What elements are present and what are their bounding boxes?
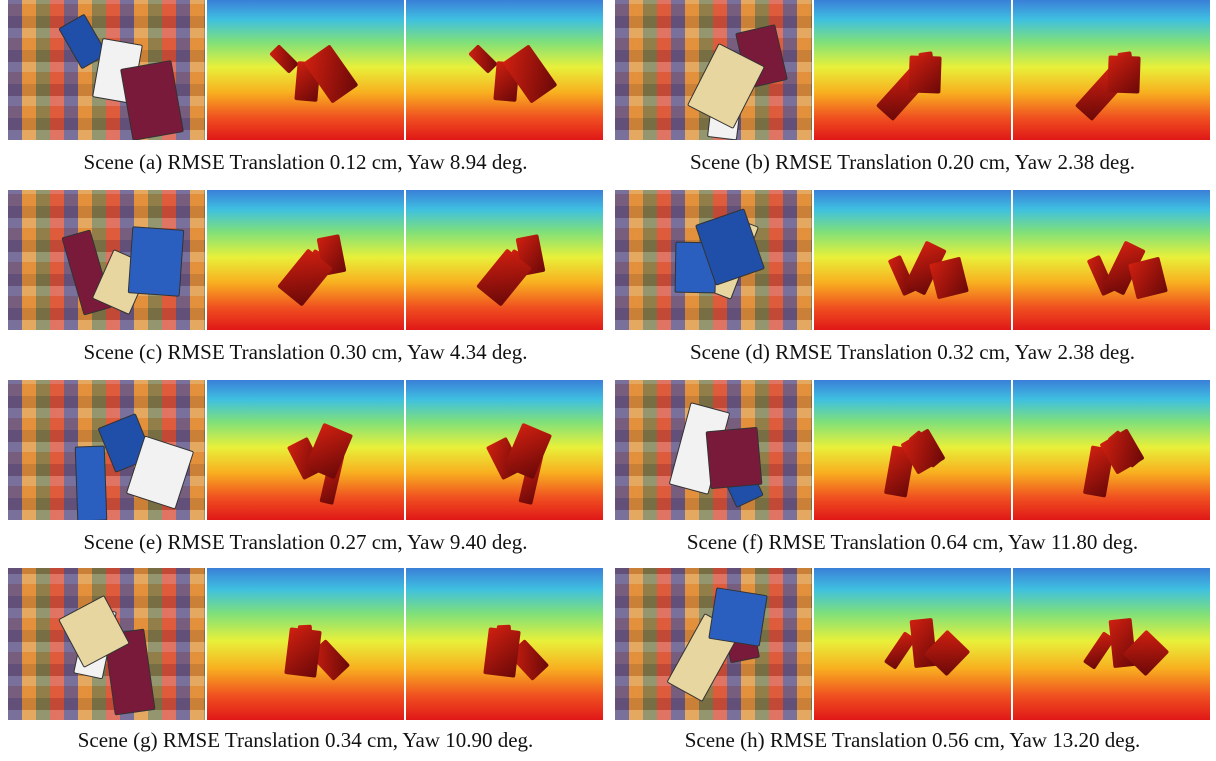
rendered-depth: [1013, 380, 1210, 520]
caption: Scene (h) RMSE Translation 0.56 cm, Yaw …: [684, 728, 1141, 752]
scene-photo: [8, 568, 205, 720]
scene-photo: [615, 380, 812, 520]
caption: Scene (f) RMSE Translation 0.64 cm, Yaw …: [686, 530, 1139, 554]
depth-object: [269, 44, 299, 74]
observed-depth: [814, 0, 1011, 140]
caption: Scene (e) RMSE Translation 0.27 cm, Yaw …: [83, 530, 528, 554]
object: [120, 60, 184, 140]
caption: Scene (a) RMSE Translation 0.12 cm, Yaw …: [83, 150, 528, 174]
caption: Scene (c) RMSE Translation 0.30 cm, Yaw …: [83, 340, 528, 364]
scene-photo: [615, 0, 812, 140]
depth-object: [1107, 55, 1141, 94]
object: [705, 426, 763, 490]
scene-photo: [615, 568, 812, 720]
depth-object: [908, 55, 942, 94]
scene-photo: [615, 190, 812, 330]
caption: Scene (g) RMSE Translation 0.34 cm, Yaw …: [77, 728, 534, 752]
rendered-depth: [1013, 0, 1210, 140]
depth-object: [468, 44, 498, 74]
object: [708, 587, 768, 647]
rendered-depth: [1013, 568, 1210, 720]
rendered-depth: [406, 380, 603, 520]
observed-depth: [207, 0, 404, 140]
rendered-depth: [406, 190, 603, 330]
observed-depth: [207, 190, 404, 330]
scene-photo: [8, 0, 205, 140]
rendered-depth: [406, 0, 603, 140]
observed-depth: [207, 380, 404, 520]
scene-photo: [8, 190, 205, 330]
observed-depth: [814, 568, 1011, 720]
rendered-depth: [1013, 190, 1210, 330]
observed-depth: [814, 190, 1011, 330]
depth-object: [929, 256, 969, 300]
object: [127, 226, 185, 297]
caption: Scene (b) RMSE Translation 0.20 cm, Yaw …: [689, 150, 1136, 174]
object: [74, 445, 108, 520]
rendered-depth: [406, 568, 603, 720]
depth-object: [284, 627, 322, 678]
observed-depth: [207, 568, 404, 720]
depth-object: [483, 627, 521, 678]
observed-depth: [814, 380, 1011, 520]
depth-object: [1128, 256, 1168, 300]
caption: Scene (d) RMSE Translation 0.32 cm, Yaw …: [689, 340, 1136, 364]
scene-photo: [8, 380, 205, 520]
